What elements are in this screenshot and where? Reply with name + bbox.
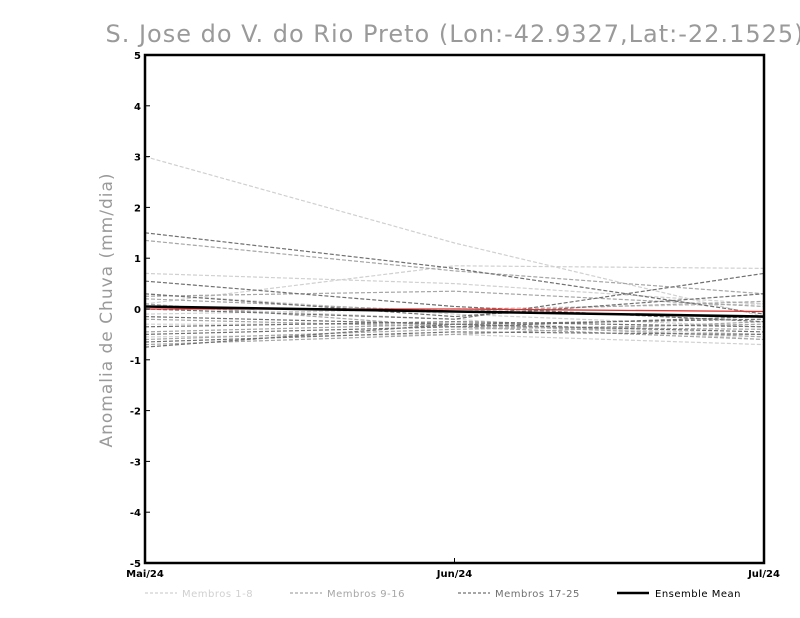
y-tick-label: 0 — [134, 305, 141, 316]
y-tick-label: -1 — [130, 356, 141, 367]
series-line-group3-member1 — [144, 232, 765, 315]
series-line-group3-member7 — [144, 316, 765, 335]
chart-title: S. Jose do V. do Rio Preto (Lon:-42.9327… — [105, 20, 800, 48]
series-line-group3-member3 — [144, 293, 765, 318]
x-tick-label: Jul/24 — [747, 569, 780, 580]
series-line-group3-member2 — [144, 280, 765, 323]
y-axis-label: Anomalia de Chuva (mm/dia) — [97, 172, 117, 447]
legend-label-2: Membros 9-16 — [327, 589, 405, 600]
legend: Membros 1-8 Membros 9-16 Membros 17-25 Ense… — [145, 589, 741, 600]
series-line-group2-member8 — [144, 303, 765, 341]
y-tick-label: -4 — [130, 508, 141, 519]
series-line-group2-member2 — [144, 290, 765, 308]
y-tick-label: 2 — [134, 203, 141, 214]
series-line-group1-member2 — [144, 272, 765, 305]
series-line-group3-member6 — [144, 321, 765, 328]
y-tick-label: -2 — [130, 407, 141, 418]
y-axis-ticks: -5 -4 -3 -2 -1 0 1 2 3 4 5 — [130, 51, 150, 570]
x-axis-ticks: Mai/24 Jun/24 Jul/24 — [126, 558, 780, 580]
series-line-group3-member8 — [144, 331, 765, 343]
x-tick-label: Jun/24 — [436, 569, 473, 580]
series-line-group1-member7 — [144, 293, 765, 328]
series-line-group1-member1 — [144, 156, 765, 318]
series-line-group2-member1 — [144, 239, 765, 295]
series-line-group3-member4 — [144, 272, 765, 320]
series-line-group3-member5 — [144, 316, 765, 325]
y-tick-label: 5 — [134, 51, 141, 62]
y-tick-label: -5 — [130, 559, 141, 570]
y-tick-label: 4 — [134, 102, 141, 113]
ensemble-mean-line — [144, 305, 765, 318]
y-tick-label: 1 — [134, 254, 141, 265]
series-line-group1-member3 — [144, 265, 765, 305]
series-layer — [144, 156, 765, 348]
series-line-group3-member9 — [144, 323, 765, 348]
x-tick-label: Mai/24 — [126, 569, 164, 580]
legend-label-4: Ensemble Mean — [655, 589, 741, 600]
legend-label-3: Membros 17-25 — [495, 589, 580, 600]
series-line-group2-member7 — [144, 321, 765, 346]
legend-label-1: Membros 1-8 — [182, 589, 253, 600]
y-tick-label: 3 — [134, 153, 141, 164]
y-tick-label: -3 — [130, 457, 141, 468]
